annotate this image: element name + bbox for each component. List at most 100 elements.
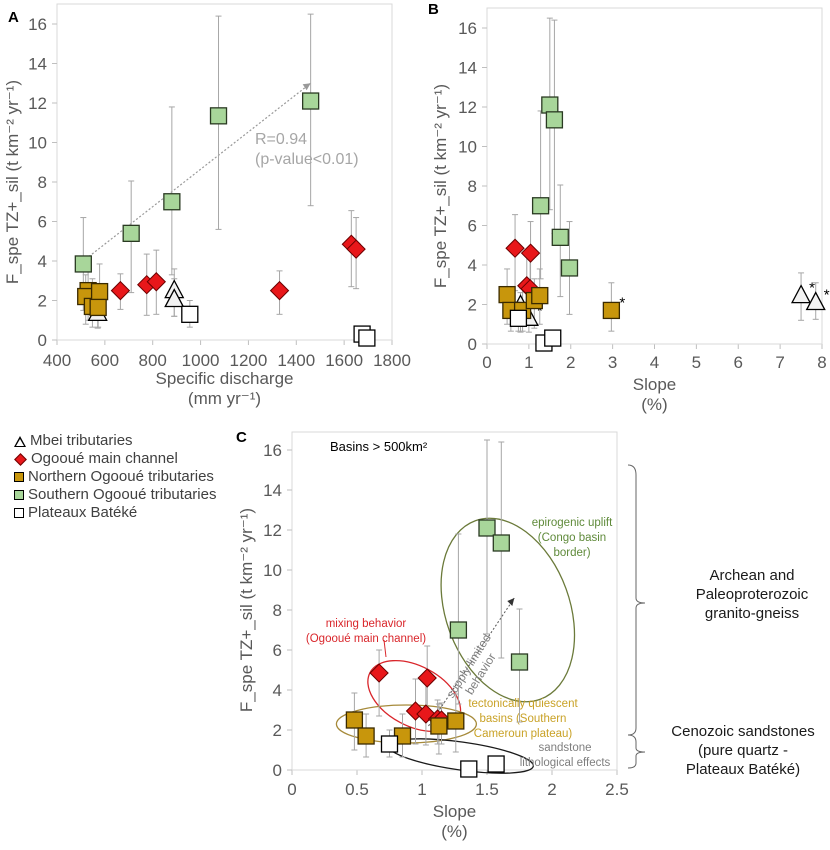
x-tick-label: 4 bbox=[650, 353, 659, 372]
arrow-head bbox=[302, 83, 311, 91]
group-annotation: (Congo basin bbox=[538, 532, 606, 544]
x-axis-label: Slope bbox=[633, 375, 676, 394]
point-southern-ogoou-tributaries bbox=[492, 534, 510, 552]
y-tick-label: 4 bbox=[273, 681, 282, 700]
x-axis-unit: (%) bbox=[441, 822, 467, 841]
x-tick-label: 3 bbox=[608, 353, 617, 372]
point-northern-ogoou-tributaries bbox=[89, 298, 107, 317]
legend: Mbei tributaries Ogooué main channel Nor… bbox=[14, 432, 216, 522]
y-tick-label: 10 bbox=[263, 561, 282, 580]
point-ogoou-main-channel bbox=[146, 272, 167, 292]
legend-item-southern: Southern Ogooué tributaries bbox=[14, 486, 216, 504]
outlier-star: * bbox=[809, 280, 815, 297]
x-tick-label: 1 bbox=[417, 780, 426, 799]
y-tick-label: 2 bbox=[273, 721, 282, 740]
ellipse-epirogenic bbox=[440, 517, 576, 703]
group-annotation: tectonically quiescent bbox=[468, 698, 578, 710]
point-mbei-tributaries bbox=[805, 291, 826, 311]
group-annotation: epirogenic uplift bbox=[532, 517, 613, 529]
point-mbei-tributaries bbox=[164, 288, 185, 308]
x-tick-label: 6 bbox=[734, 353, 743, 372]
legend-item-northern: Northern Ogooué tributaries bbox=[14, 468, 216, 486]
x-tick-label: 0 bbox=[482, 353, 491, 372]
y-tick-label: 10 bbox=[458, 138, 477, 157]
point-southern-ogoou-tributaries bbox=[122, 224, 140, 243]
panel-c: C 0 2 4 6 8 10 12 14 16 0 0.5 1 1.5 2 2.5 Slope(%) F_spe … bbox=[236, 429, 646, 841]
stat-annotation: (p-value<0.01) bbox=[255, 151, 359, 168]
panel-a: A 0 2 4 6 8 10 12 14 16 400 600 800 1000 1200 1400 1600 1… bbox=[3, 3, 411, 408]
x-tick-label: 0.5 bbox=[345, 780, 369, 799]
y-tick-label: 6 bbox=[38, 213, 47, 232]
x-axis-label: Slope bbox=[433, 802, 476, 821]
y-tick-label: 0 bbox=[273, 761, 282, 780]
x-axis-label: Specific discharge bbox=[156, 369, 294, 388]
x-tick-label: 2 bbox=[547, 780, 556, 799]
geology-line: granito-gneiss bbox=[704, 605, 800, 622]
panel-label: A bbox=[8, 9, 19, 26]
x-axis-unit: (mm yr⁻¹) bbox=[188, 389, 261, 408]
y-tick-label: 8 bbox=[468, 177, 477, 196]
legend-label: Plateaux Batéké bbox=[28, 504, 138, 521]
x-tick-label: 2.5 bbox=[605, 780, 629, 799]
y-tick-label: 0 bbox=[468, 335, 477, 354]
point-southern-ogoou-tributaries bbox=[510, 653, 529, 671]
point-northern-ogoou-tributaries bbox=[447, 712, 465, 730]
geology-lower-label: Cenozoic sandstones (pure quartz - Plate… bbox=[658, 722, 828, 779]
group-annotation: mixing behavior bbox=[326, 618, 407, 630]
legend-label: Northern Ogooué tributaries bbox=[28, 468, 214, 485]
legend-item-plateaux: Plateaux Batéké bbox=[14, 504, 216, 522]
geology-line: Cenozoic sandstones bbox=[671, 723, 815, 740]
square-icon bbox=[14, 472, 24, 482]
y-axis-label: F_spe TZ+_sil (t km⁻² yr⁻¹) bbox=[431, 84, 450, 288]
diamond-icon bbox=[14, 452, 27, 466]
point-southern-ogoou-tributaries bbox=[545, 111, 564, 129]
legend-label: Mbei tributaries bbox=[30, 432, 133, 449]
y-tick-label: 6 bbox=[468, 217, 477, 236]
x-tick-label: 1200 bbox=[230, 351, 268, 370]
supply-arrow bbox=[428, 597, 515, 727]
x-tick-label: 0 bbox=[287, 780, 296, 799]
point-plateaux-bat-k- bbox=[358, 329, 376, 347]
point-southern-ogoou-tributaries bbox=[478, 519, 496, 537]
geology-upper-label: Archean and Paleoproterozoic granito-gne… bbox=[672, 566, 830, 623]
x-tick-label: 2 bbox=[566, 353, 575, 372]
geology-line: Plateaux Batéké) bbox=[685, 761, 801, 778]
point-northern-ogoou-tributaries bbox=[531, 286, 549, 305]
panel-label: C bbox=[236, 429, 247, 446]
point-southern-ogoou-tributaries bbox=[209, 107, 228, 125]
point-northern-ogoou-tributaries bbox=[345, 711, 364, 729]
point-southern-ogoou-tributaries bbox=[531, 197, 550, 215]
y-tick-label: 12 bbox=[263, 521, 282, 540]
point-southern-ogoou-tributaries bbox=[74, 255, 92, 273]
y-tick-label: 14 bbox=[458, 59, 477, 78]
x-tick-label: 1000 bbox=[182, 351, 220, 370]
y-tick-label: 14 bbox=[263, 481, 282, 500]
group-annotation: sandstone bbox=[538, 742, 591, 754]
x-tick-label: 8 bbox=[817, 353, 826, 372]
legend-label: Ogooué main channel bbox=[31, 450, 178, 467]
point-ogoou-main-channel bbox=[269, 280, 290, 301]
point-northern-ogoou-tributaries bbox=[430, 717, 448, 735]
y-axis-label: F_spe TZ+_sil (t km⁻² yr⁻¹) bbox=[3, 80, 22, 284]
panel-label: B bbox=[428, 1, 439, 18]
mixing-pointer bbox=[383, 639, 387, 658]
group-annotation: lithological effects bbox=[520, 757, 611, 769]
y-tick-label: 4 bbox=[38, 252, 47, 271]
y-tick-label: 12 bbox=[28, 94, 47, 113]
group-annotation: basins (Southern bbox=[480, 713, 567, 725]
legend-label: Southern Ogooué tributaries bbox=[28, 486, 217, 503]
y-tick-label: 6 bbox=[273, 641, 282, 660]
point-ogoou-main-channel bbox=[520, 243, 541, 263]
point-northern-ogoou-tributaries bbox=[498, 285, 516, 304]
y-tick-label: 16 bbox=[458, 19, 477, 38]
geology-line: Archean and bbox=[709, 567, 795, 584]
arrow-head bbox=[507, 598, 515, 606]
trend-arrow bbox=[85, 82, 312, 260]
y-tick-label: 2 bbox=[38, 292, 47, 311]
geology-line: (pure quartz - bbox=[697, 742, 789, 759]
y-tick-label: 2 bbox=[468, 296, 477, 315]
point-southern-ogoou-tributaries bbox=[449, 621, 468, 639]
y-axis-label: F_spe TZ+_sil (t km⁻² yr⁻¹) bbox=[237, 508, 256, 712]
y-tick-label: 0 bbox=[38, 331, 47, 350]
y-tick-label: 16 bbox=[263, 441, 282, 460]
